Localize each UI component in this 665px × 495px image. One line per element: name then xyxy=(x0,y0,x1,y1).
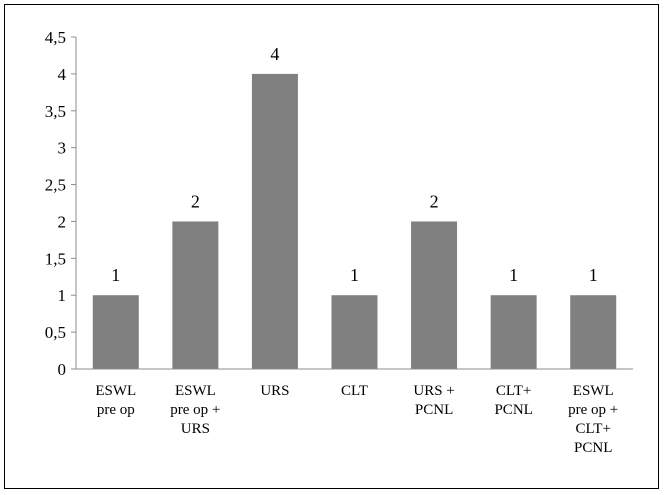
category-label: URS + PCNL xyxy=(413,383,454,418)
y-tick-label: 1,5 xyxy=(45,249,66,268)
category-label-line: CLT+ xyxy=(496,383,531,399)
y-tick-label: 3,5 xyxy=(45,102,66,121)
category-label: CLT+ PCNL xyxy=(494,383,532,418)
y-tick-label: 2,5 xyxy=(45,176,66,195)
category-label-line: URS xyxy=(181,421,210,437)
category-label-line: PCNL xyxy=(415,402,453,418)
category-label-line: ESWL xyxy=(573,383,614,399)
bar xyxy=(411,221,458,369)
bars xyxy=(92,73,617,369)
x-axis: ESWL pre op ESWL pre op + URS URS CLT URS + PCNL… xyxy=(76,368,633,456)
category-label-line: PCNL xyxy=(574,440,612,456)
category-label-line: URS xyxy=(260,383,289,399)
y-tick-label: 0,5 xyxy=(45,323,66,342)
bar xyxy=(331,295,378,369)
category-label-line: ESWL xyxy=(175,383,216,399)
y-tick-label: 0 xyxy=(58,360,67,379)
y-tick-label: 3 xyxy=(58,139,67,158)
category-label: ESWL pre op xyxy=(95,383,136,418)
y-tick-label: 4 xyxy=(58,65,67,84)
data-label: 1 xyxy=(111,265,120,285)
bar xyxy=(92,295,139,369)
category-label-line: CLT+ xyxy=(576,421,611,437)
category-label: CLT xyxy=(341,383,368,399)
bar xyxy=(251,73,298,369)
category-label-line: pre op xyxy=(97,402,135,418)
category-label-line: pre op + xyxy=(170,402,220,418)
y-tick-label: 2 xyxy=(58,212,67,231)
data-label: 1 xyxy=(350,265,359,285)
data-label: 2 xyxy=(191,191,200,211)
y-axis: 0 0,5 1 1,5 2 2,5 3 3,5 4 4,5 xyxy=(45,28,77,379)
category-label: ESWL pre op + CLT+ PCNL xyxy=(568,383,618,456)
bar xyxy=(570,295,617,369)
y-tick-label: 4,5 xyxy=(45,28,66,47)
category-label: URS xyxy=(260,383,289,399)
category-label-line: URS + xyxy=(413,383,454,399)
category-label-line: ESWL xyxy=(95,383,136,399)
data-label: 1 xyxy=(589,265,598,285)
bar xyxy=(490,295,537,369)
data-label: 4 xyxy=(270,44,279,64)
y-tick-label: 1 xyxy=(58,286,67,305)
category-label: ESWL pre op + URS xyxy=(170,383,220,437)
category-label-line: CLT xyxy=(341,383,368,399)
bar xyxy=(172,221,219,369)
data-label: 2 xyxy=(430,191,439,211)
data-label: 1 xyxy=(509,265,518,285)
data-labels: 1 2 4 1 2 1 1 xyxy=(111,44,597,285)
category-label-line: pre op + xyxy=(568,402,618,418)
category-label-line: PCNL xyxy=(494,402,532,418)
